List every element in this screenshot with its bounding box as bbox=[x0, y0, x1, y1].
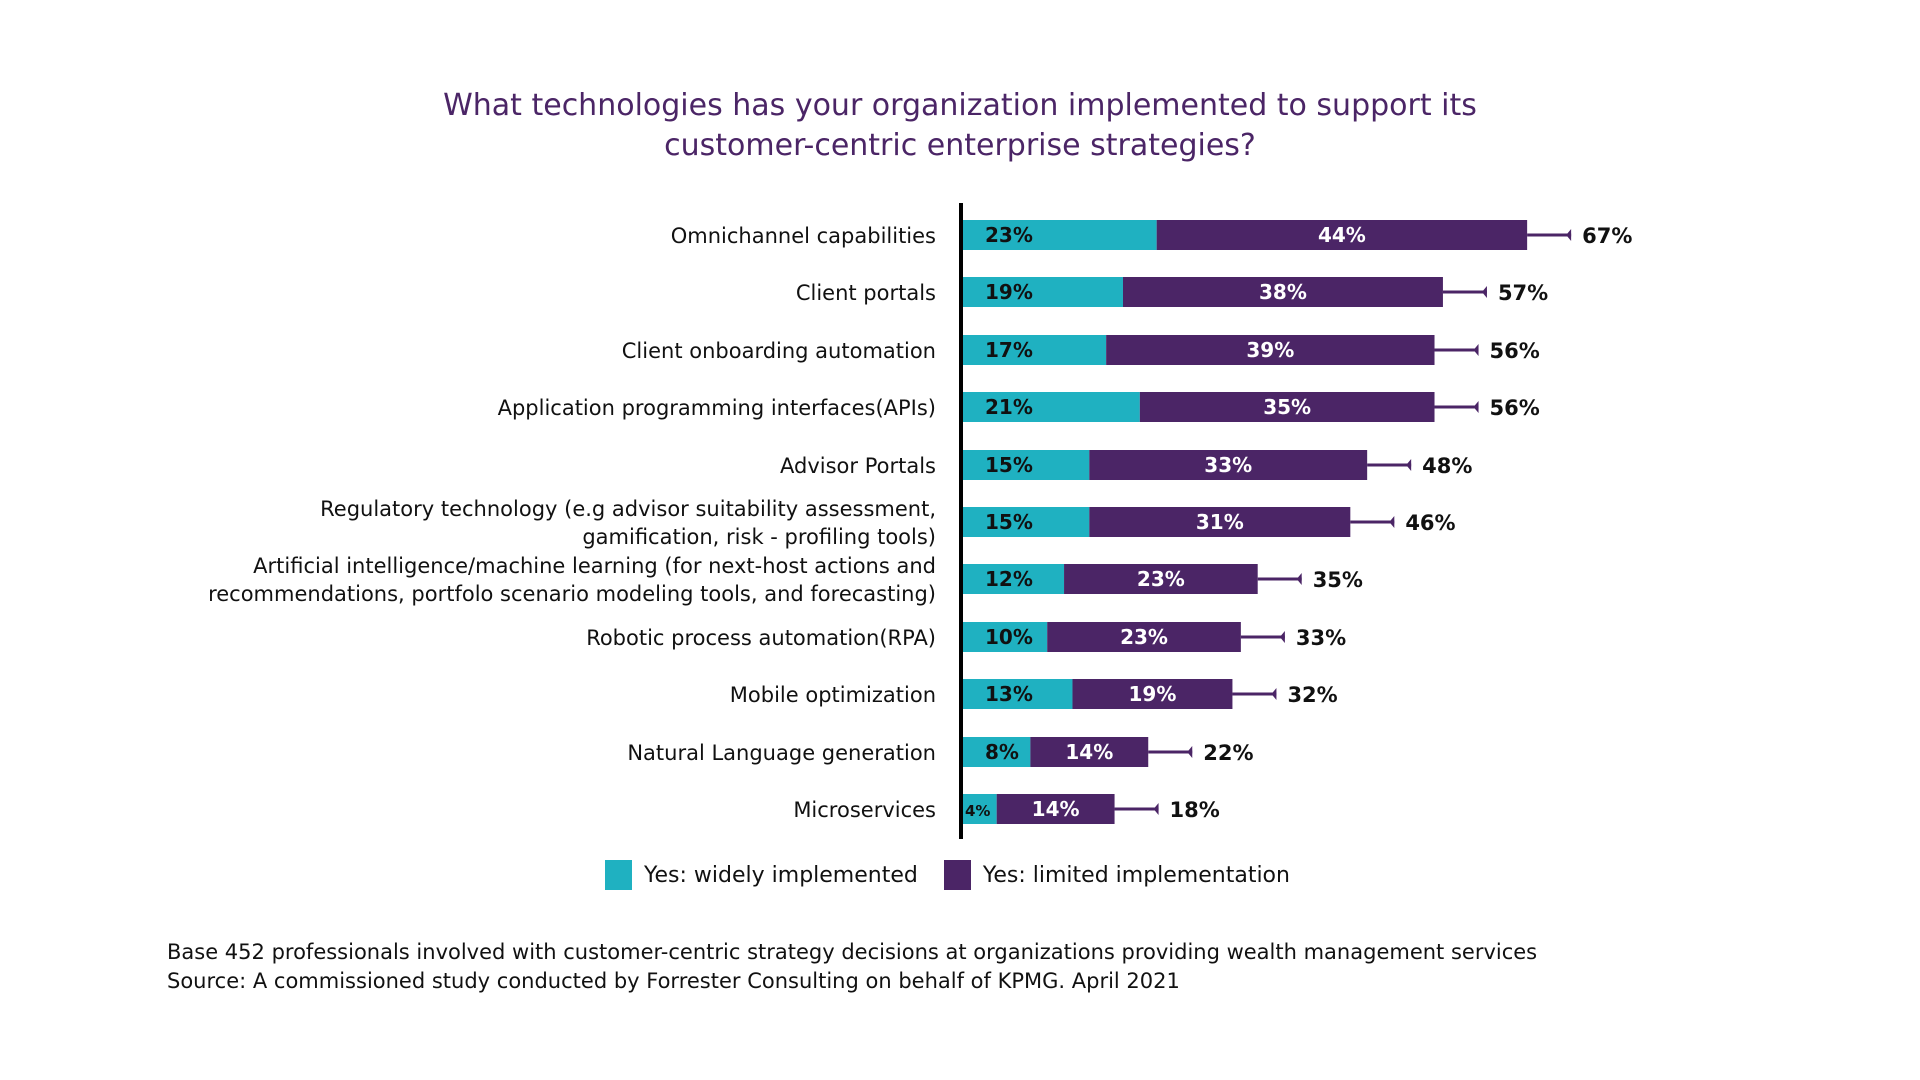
data-label-widely-implemented: 13% bbox=[985, 682, 1033, 706]
data-label-limited-implementation: 19% bbox=[1129, 682, 1177, 706]
data-label-limited-implementation: 39% bbox=[1246, 338, 1294, 362]
data-label-limited-implementation: 35% bbox=[1263, 395, 1311, 419]
data-label-limited-implementation: 23% bbox=[1137, 567, 1185, 591]
bar-widely-implemented bbox=[963, 794, 997, 824]
data-label-total: 67% bbox=[1582, 224, 1632, 248]
category-label: Client onboarding automation bbox=[622, 339, 936, 363]
footnote: Base 452 professionals involved with cus… bbox=[167, 938, 1537, 996]
legend-item-limited-implementation: Yes: limited implementation bbox=[943, 860, 1290, 890]
bar-limited-implementation bbox=[1106, 335, 1435, 365]
category-label: Client portals bbox=[796, 281, 936, 305]
data-label-total: 35% bbox=[1313, 568, 1363, 592]
data-label-total: 22% bbox=[1203, 741, 1253, 765]
bar-widely-implemented bbox=[963, 622, 1048, 652]
data-label-widely-implemented: 12% bbox=[985, 567, 1033, 591]
bar-limited-implementation bbox=[1122, 277, 1443, 307]
bar-limited-implementation bbox=[1156, 220, 1528, 250]
bar-limited-implementation bbox=[1064, 564, 1258, 594]
data-label-total: 57% bbox=[1498, 281, 1548, 305]
data-label-widely-implemented: 4% bbox=[965, 802, 990, 820]
total-connector-arrow bbox=[1566, 229, 1572, 241]
category-label-line-2: gamification, risk - profiling tools) bbox=[582, 525, 936, 549]
data-label-total: 48% bbox=[1422, 454, 1472, 478]
total-connector-arrow bbox=[1389, 516, 1395, 528]
total-connector-arrow bbox=[1153, 803, 1159, 815]
bar-limited-implementation bbox=[1072, 679, 1233, 709]
bar-widely-implemented bbox=[963, 277, 1123, 307]
data-label-widely-implemented: 15% bbox=[985, 453, 1033, 477]
data-label-widely-implemented: 19% bbox=[985, 280, 1033, 304]
total-connector-arrow bbox=[1473, 401, 1479, 413]
bar-limited-implementation bbox=[1047, 622, 1241, 652]
bar-widely-implemented bbox=[963, 737, 1031, 767]
data-label-widely-implemented: 23% bbox=[985, 223, 1033, 247]
footnote-source: Source: A commissioned study conducted b… bbox=[167, 969, 1180, 993]
bar-widely-implemented bbox=[963, 679, 1073, 709]
total-connector-arrow bbox=[1187, 746, 1193, 758]
bar-widely-implemented bbox=[963, 392, 1140, 422]
total-connector-arrow bbox=[1473, 344, 1479, 356]
total-connector-arrow bbox=[1296, 573, 1302, 585]
data-label-total: 56% bbox=[1490, 339, 1540, 363]
bar-limited-implementation bbox=[1030, 737, 1149, 767]
data-label-widely-implemented: 21% bbox=[985, 395, 1033, 419]
data-label-limited-implementation: 14% bbox=[1032, 797, 1080, 821]
category-label-line-1: Artificial intelligence/machine learning… bbox=[253, 554, 936, 578]
legend-swatch-limited-implementation bbox=[943, 860, 971, 890]
data-label-limited-implementation: 23% bbox=[1120, 625, 1168, 649]
legend-label-limited-implementation: Yes: limited implementation bbox=[982, 862, 1290, 888]
bar-widely-implemented bbox=[963, 450, 1090, 480]
bar-widely-implemented bbox=[963, 335, 1107, 365]
data-label-total: 18% bbox=[1170, 798, 1220, 822]
legend-item-widely-implemented: Yes: widely implemented bbox=[605, 860, 918, 890]
category-label: Robotic process automation(RPA) bbox=[586, 626, 936, 650]
chart-title: What technologies has your organization … bbox=[0, 86, 1920, 166]
category-label-line-2: recommendations, portfolo scenario model… bbox=[208, 582, 936, 606]
data-label-limited-implementation: 14% bbox=[1065, 740, 1113, 764]
category-label: Microservices bbox=[793, 798, 936, 822]
category-label: Omnichannel capabilities bbox=[671, 224, 936, 248]
total-connector-arrow bbox=[1271, 688, 1277, 700]
chart-title-line-1: What technologies has your organization … bbox=[443, 88, 1477, 123]
bar-limited-implementation bbox=[1089, 450, 1368, 480]
bar-widely-implemented bbox=[963, 507, 1090, 537]
bar-limited-implementation bbox=[996, 794, 1115, 824]
data-label-widely-implemented: 8% bbox=[985, 740, 1019, 764]
footnote-base: Base 452 professionals involved with cus… bbox=[167, 940, 1538, 964]
total-connector-arrow bbox=[1481, 286, 1487, 298]
bar-widely-implemented bbox=[963, 564, 1065, 594]
bar-limited-implementation bbox=[1139, 392, 1435, 422]
category-label: Mobile optimization bbox=[730, 683, 936, 707]
category-label: Natural Language generation bbox=[627, 741, 936, 765]
total-connector-arrow bbox=[1406, 459, 1412, 471]
data-label-widely-implemented: 10% bbox=[985, 625, 1033, 649]
legend: Yes: widely implemented Yes: limited imp… bbox=[605, 860, 1316, 890]
data-label-limited-implementation: 31% bbox=[1196, 510, 1244, 534]
data-label-limited-implementation: 44% bbox=[1318, 223, 1366, 247]
category-label: Advisor Portals bbox=[780, 454, 936, 478]
data-label-total: 33% bbox=[1296, 626, 1346, 650]
category-label: Application programming interfaces(APIs) bbox=[498, 396, 936, 420]
bar-limited-implementation bbox=[1089, 507, 1351, 537]
data-label-widely-implemented: 17% bbox=[985, 338, 1033, 362]
legend-swatch-widely-implemented bbox=[605, 860, 632, 890]
category-label-line-1: Regulatory technology (e.g advisor suita… bbox=[320, 497, 936, 521]
total-connector-arrow bbox=[1279, 631, 1285, 643]
data-label-limited-implementation: 33% bbox=[1204, 453, 1252, 477]
data-label-widely-implemented: 15% bbox=[985, 510, 1033, 534]
data-label-total: 46% bbox=[1405, 511, 1455, 535]
data-label-total: 56% bbox=[1490, 396, 1540, 420]
chart-title-line-2: customer-centric enterprise strategies? bbox=[664, 128, 1256, 163]
bar-widely-implemented bbox=[963, 220, 1157, 250]
data-label-limited-implementation: 38% bbox=[1259, 280, 1307, 304]
legend-label-widely-implemented: Yes: widely implemented bbox=[644, 862, 918, 888]
data-label-total: 32% bbox=[1287, 683, 1337, 707]
